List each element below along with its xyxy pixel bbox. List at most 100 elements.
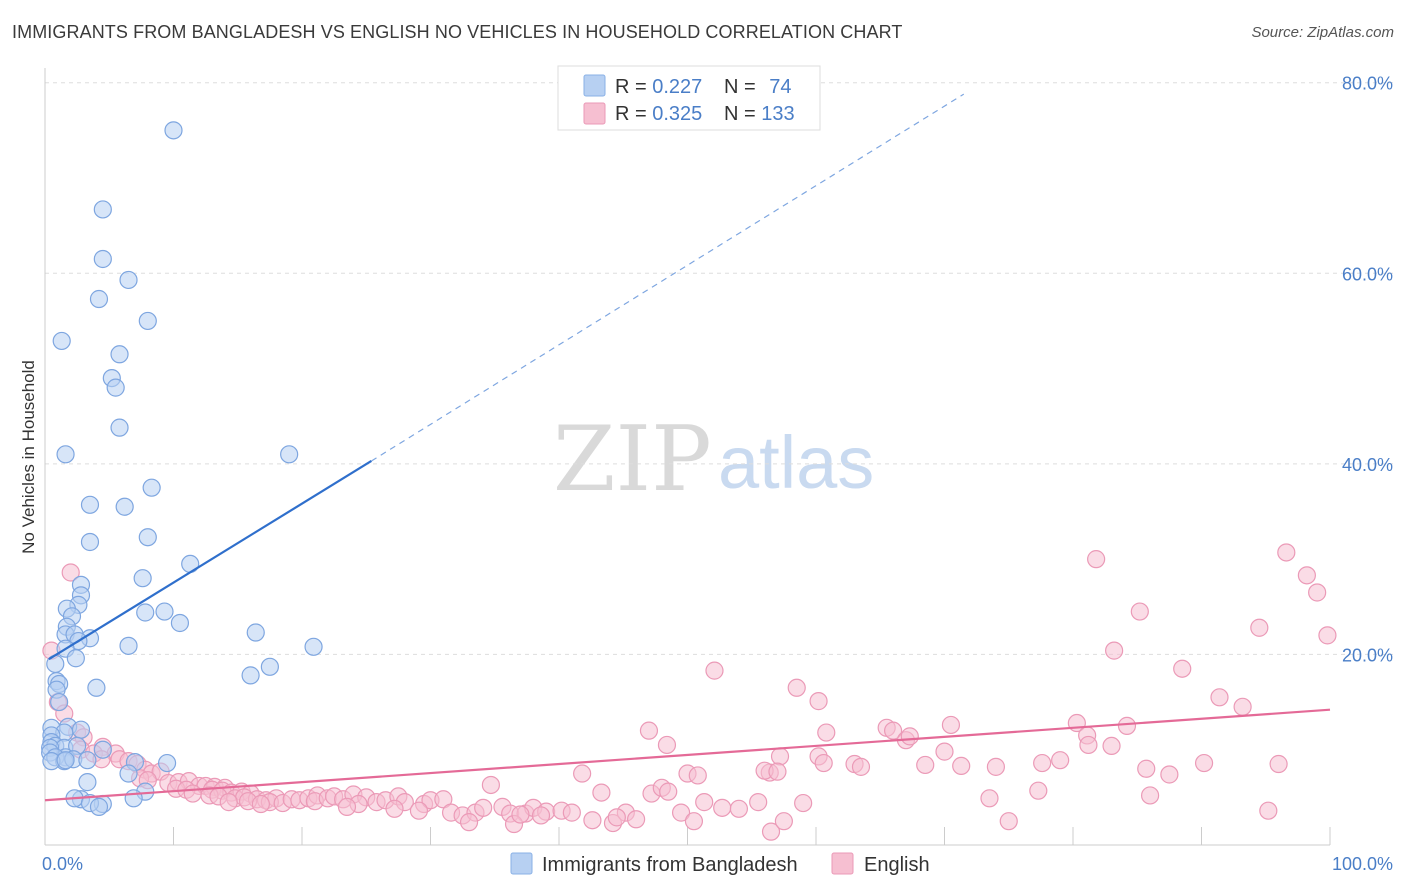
english-point bbox=[592, 783, 611, 802]
english-point bbox=[900, 727, 919, 746]
english-point bbox=[1297, 566, 1316, 585]
stats-swatch-blue bbox=[583, 74, 606, 97]
x-tick-label: 100.0% bbox=[1332, 854, 1393, 874]
bangladesh-point bbox=[241, 666, 260, 685]
english-point bbox=[434, 790, 453, 809]
english-point bbox=[1033, 753, 1052, 773]
stats-swatch-pink bbox=[583, 102, 606, 125]
bangladesh-point bbox=[142, 478, 161, 497]
english-point bbox=[688, 766, 707, 785]
bangladesh-point bbox=[155, 602, 174, 621]
bangladesh-point bbox=[89, 289, 109, 309]
english-point bbox=[817, 723, 836, 742]
bangladesh-points bbox=[41, 121, 323, 816]
english-point bbox=[1087, 550, 1106, 569]
stats-r-label-blue: R = bbox=[615, 76, 652, 98]
english-point bbox=[1160, 765, 1179, 784]
english-point bbox=[1210, 688, 1229, 707]
english-point bbox=[659, 782, 678, 801]
bangladesh-point bbox=[115, 497, 134, 516]
watermark: ZIP atlas bbox=[553, 407, 874, 512]
bangladesh-point bbox=[119, 270, 138, 290]
english-point bbox=[952, 756, 971, 776]
english-point bbox=[474, 798, 493, 817]
bangladesh-point bbox=[157, 753, 177, 773]
english-point bbox=[1269, 754, 1288, 774]
bangladesh-point bbox=[106, 378, 125, 397]
english-point bbox=[1137, 759, 1156, 778]
english-point bbox=[1105, 641, 1124, 660]
english-point bbox=[770, 747, 790, 766]
english-point bbox=[183, 784, 202, 803]
svg-text:R = 0.325: R = 0.325 bbox=[615, 103, 702, 125]
english-point bbox=[1194, 753, 1214, 773]
english-point bbox=[1079, 735, 1098, 755]
bangladesh-point bbox=[80, 532, 100, 552]
legend-label-english: English bbox=[864, 854, 930, 876]
watermark-zip: ZIP bbox=[553, 407, 712, 512]
bangladesh-point bbox=[56, 445, 75, 464]
english-point bbox=[729, 799, 749, 818]
english-point bbox=[639, 721, 659, 740]
bangladesh-point bbox=[93, 740, 112, 759]
english-point bbox=[713, 798, 732, 817]
english-point bbox=[749, 793, 768, 812]
bangladesh-point bbox=[138, 528, 157, 547]
english-point bbox=[999, 812, 1018, 831]
trend-lines bbox=[44, 93, 1331, 802]
y-tick-label: 40.0% bbox=[1342, 455, 1393, 475]
english-point bbox=[1308, 583, 1327, 602]
english-point bbox=[774, 812, 793, 831]
english-point bbox=[883, 721, 903, 740]
stats-legend: R = 0.227 N = 74 R = 0.325 N = 133 bbox=[557, 65, 821, 131]
english-point bbox=[531, 806, 551, 825]
english-point bbox=[481, 775, 500, 795]
english-point bbox=[1250, 618, 1269, 637]
english-point bbox=[768, 762, 787, 781]
bangladesh-point bbox=[93, 249, 112, 269]
bangladesh-point bbox=[280, 445, 299, 464]
chart-title: IMMIGRANTS FROM BANGLADESH VS ENGLISH NO… bbox=[12, 22, 903, 42]
english-point bbox=[607, 808, 626, 827]
english-points bbox=[42, 543, 1337, 841]
stats-n-label-blue: N = bbox=[724, 76, 761, 98]
stats-n-label-pink: N = bbox=[724, 103, 761, 125]
english-point bbox=[385, 799, 404, 818]
english-point bbox=[219, 793, 238, 812]
english-point bbox=[251, 794, 270, 814]
english-point bbox=[1233, 697, 1252, 716]
y-tick-label: 80.0% bbox=[1342, 74, 1393, 94]
bangladesh-point bbox=[78, 751, 97, 770]
x-tick-label: 0.0% bbox=[42, 854, 83, 874]
bangladesh-point bbox=[260, 657, 279, 676]
stats-r-label-pink: R = bbox=[615, 103, 652, 125]
bangladesh-point bbox=[110, 418, 129, 437]
x-tick-labels: 0.0% 100.0% bbox=[42, 854, 1393, 874]
bangladesh-point bbox=[133, 569, 152, 588]
bangladesh-point bbox=[304, 637, 323, 656]
bangladesh-point bbox=[136, 603, 155, 622]
y-axis-label: No Vehicles in Household bbox=[19, 360, 38, 554]
series-legend: Immigrants from Bangladesh English bbox=[510, 852, 930, 876]
bangladesh-point bbox=[52, 331, 71, 351]
english-point bbox=[684, 812, 704, 831]
english-point bbox=[337, 797, 357, 816]
english-point bbox=[851, 757, 871, 776]
bangladesh-point bbox=[71, 720, 91, 739]
english-point bbox=[61, 563, 80, 582]
english-point bbox=[1140, 786, 1160, 805]
bangladesh-point bbox=[78, 773, 97, 792]
y-tick-label: 20.0% bbox=[1342, 645, 1393, 665]
english-point bbox=[980, 789, 999, 808]
bangladesh-point bbox=[66, 649, 85, 668]
bangladesh-point bbox=[87, 678, 106, 697]
english-point bbox=[1102, 736, 1121, 756]
bangladesh-point bbox=[89, 797, 109, 816]
english-point bbox=[511, 805, 530, 824]
english-point bbox=[409, 801, 429, 820]
english-point bbox=[986, 757, 1006, 776]
english-point bbox=[573, 764, 592, 783]
english-point bbox=[916, 755, 935, 775]
bangladesh-point bbox=[110, 345, 129, 364]
